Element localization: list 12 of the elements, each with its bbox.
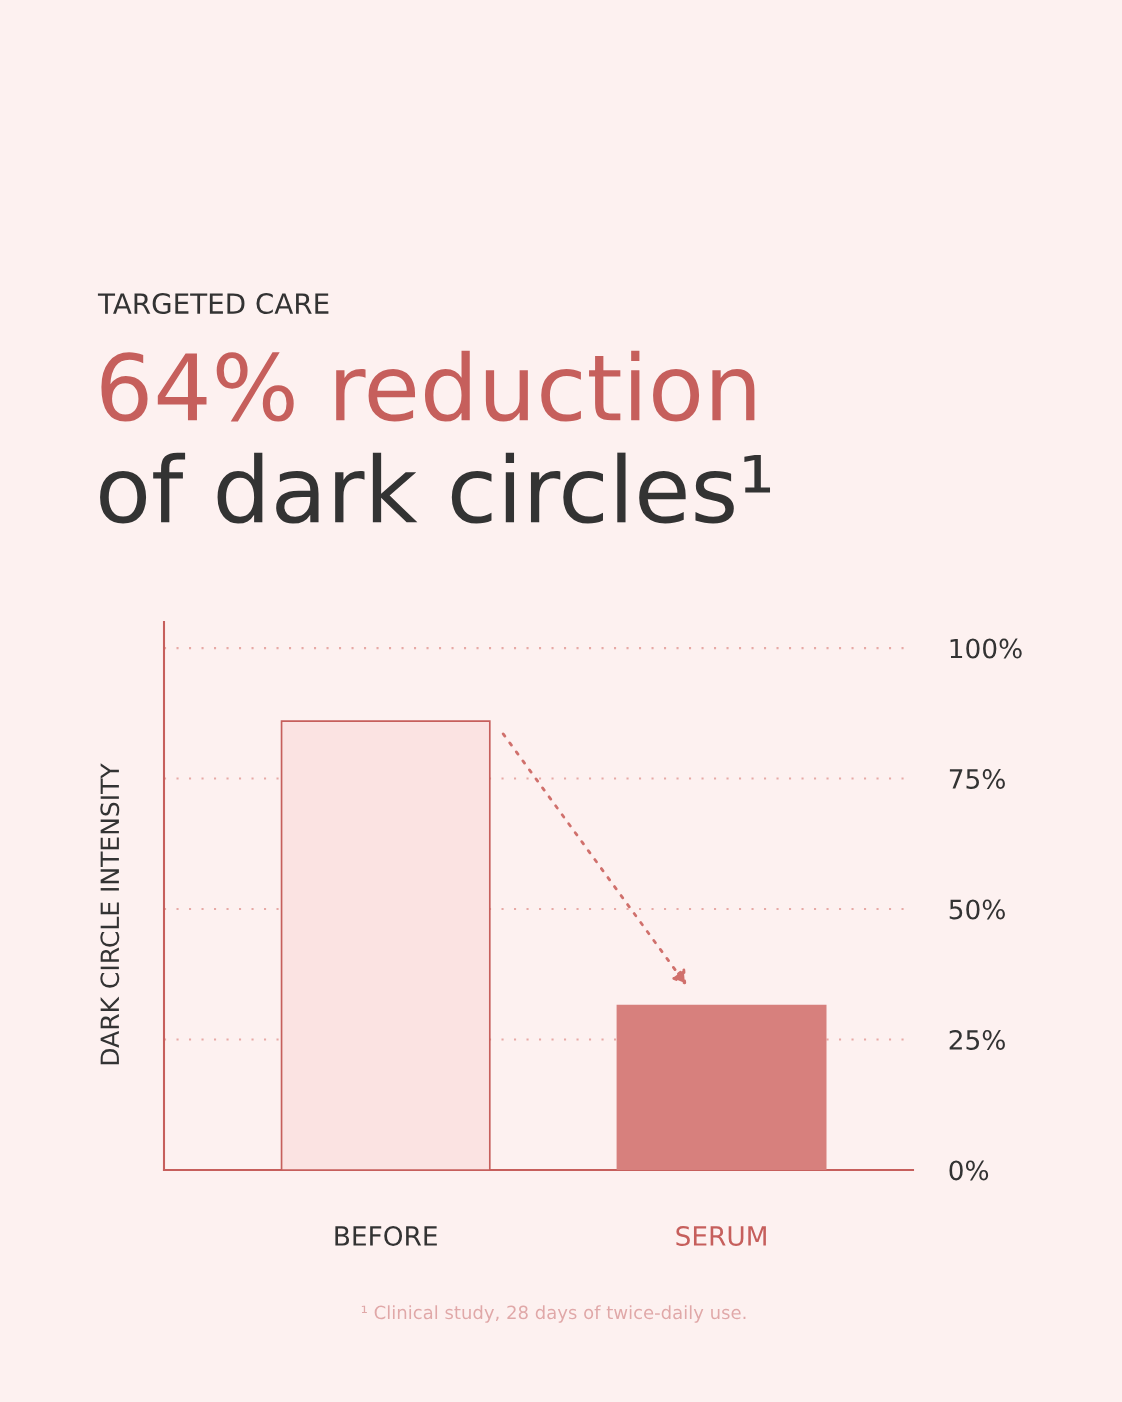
x-tick-label: SERUM (676, 1226, 766, 1246)
x-tick-label: BEFORE (335, 1226, 437, 1246)
y-tick-label: 50% (949, 899, 1005, 920)
text: TARGETED CARE (97, 293, 329, 315)
chart-subtitle: of dark circles¹ (100, 452, 771, 524)
y-tick-label: 25% (949, 1029, 1005, 1050)
chart-title: 64% reduction (101, 350, 755, 422)
y-tick-label: 0% (949, 1160, 989, 1181)
y-tick-label: 100% (950, 638, 1022, 659)
text: ¹ Clinical study, 28 days of twice-daily use. (361, 1305, 746, 1323)
y-tick-label: 75% (949, 769, 1005, 789)
y-axis-title: DARK CIRCLE INTENSITY (100, 763, 120, 1065)
